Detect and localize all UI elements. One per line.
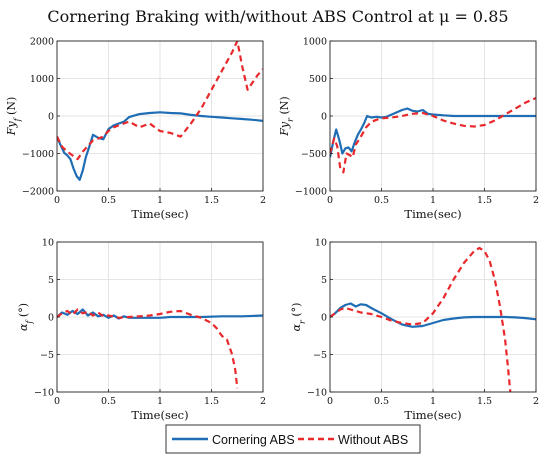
series-line-without-abs [57, 308, 239, 389]
legend-box [165, 424, 421, 454]
x-tick-label: 1.5 [204, 396, 219, 407]
y-tick-label: 5 [48, 275, 54, 286]
x-tick-label: 0 [327, 396, 333, 407]
x-tick-label: 0 [327, 195, 333, 206]
y-tick-label: 0 [321, 112, 327, 123]
series-line-without-abs [57, 41, 263, 161]
y-tick-label: 0 [321, 313, 327, 324]
y-axis-label: Fyr (N) [278, 96, 295, 136]
chart-fy-rear: 0 0.5 1 1.5 2 −1000 −500 0 500 1000 Time(sec) Fyr (… [278, 37, 539, 222]
x-tick-label: 1 [430, 195, 436, 206]
x-tick-label: 2 [260, 396, 266, 407]
y-axis-label: αr (°) [290, 303, 307, 332]
figure-title: Cornering Braking with/without ABS Contr… [47, 7, 508, 26]
x-tick-label: 0.5 [101, 195, 116, 206]
x-axis-label: Time(sec) [404, 207, 461, 221]
x-tick-label: 2 [533, 195, 539, 206]
x-tick-label: 1.5 [477, 195, 492, 206]
x-tick-label: 0.5 [374, 195, 389, 206]
series-line-cornering-abs [57, 111, 263, 181]
y-tick-label: −5 [313, 350, 327, 361]
x-axis-label: Time(sec) [131, 207, 188, 221]
chart-alpha-front: 0 0.5 1 1.5 2 −10 −5 0 5 10 Time(sec) αf (°) [17, 238, 266, 423]
y-axis-label: αf (°) [17, 303, 34, 331]
y-tick-label: 1000 [30, 74, 54, 85]
y-tick-label: 500 [309, 74, 327, 85]
y-tick-label: −10 [307, 388, 327, 399]
series-line-cornering-abs [330, 302, 536, 328]
x-tick-label: 1 [157, 195, 163, 206]
x-tick-label: 0 [54, 396, 60, 407]
x-tick-label: 2 [260, 195, 266, 206]
chart-alpha-rear: 0 0.5 1 1.5 2 −10 −5 0 5 10 Time(sec) αr (°) [290, 238, 539, 423]
y-tick-label: 5 [321, 275, 327, 286]
y-tick-label: −500 [301, 149, 327, 160]
x-tick-label: 1.5 [204, 195, 219, 206]
y-tick-label: 2000 [30, 37, 54, 48]
legend-label-cornering-abs: Cornering ABS [212, 433, 295, 447]
x-tick-label: 1 [157, 396, 163, 407]
y-tick-label: 10 [315, 238, 327, 249]
series-line-cornering-abs [57, 308, 263, 320]
series-line-without-abs [330, 96, 536, 174]
y-tick-label: −1000 [22, 149, 54, 160]
x-tick-label: 0.5 [374, 396, 389, 407]
y-tick-label: −5 [40, 350, 54, 361]
y-tick-label: 0 [48, 313, 54, 324]
y-tick-label: 10 [42, 238, 54, 249]
y-tick-label: −10 [34, 388, 54, 399]
chart-panels: 0 0.5 1 1.5 2−2000−1000010002000Time(sec)Fyf… [5, 37, 539, 423]
x-tick-label: 1.5 [477, 396, 492, 407]
y-tick-label: 1000 [303, 37, 327, 48]
x-tick-label: 1 [430, 396, 436, 407]
x-axis-label: Time(sec) [404, 408, 461, 422]
y-tick-label: 0 [48, 112, 54, 123]
series-line-without-abs [330, 246, 512, 392]
x-axis-label: Time(sec) [131, 408, 188, 422]
legend-label-without-abs: Without ABS [338, 433, 408, 447]
y-tick-label: −1000 [295, 187, 327, 198]
x-tick-label: 0 [54, 195, 60, 206]
legend: Cornering ABS Without ABS [165, 424, 421, 454]
chart-fy-front: 0 0.5 1 1.5 2 −2000 −1000 0 1000 2000 Time(sec) Fyf… [5, 37, 266, 222]
y-axis-label: Fyf (N) [5, 97, 22, 137]
x-tick-label: 2 [533, 396, 539, 407]
y-tick-label: −2000 [22, 187, 54, 198]
x-tick-label: 0.5 [101, 396, 116, 407]
